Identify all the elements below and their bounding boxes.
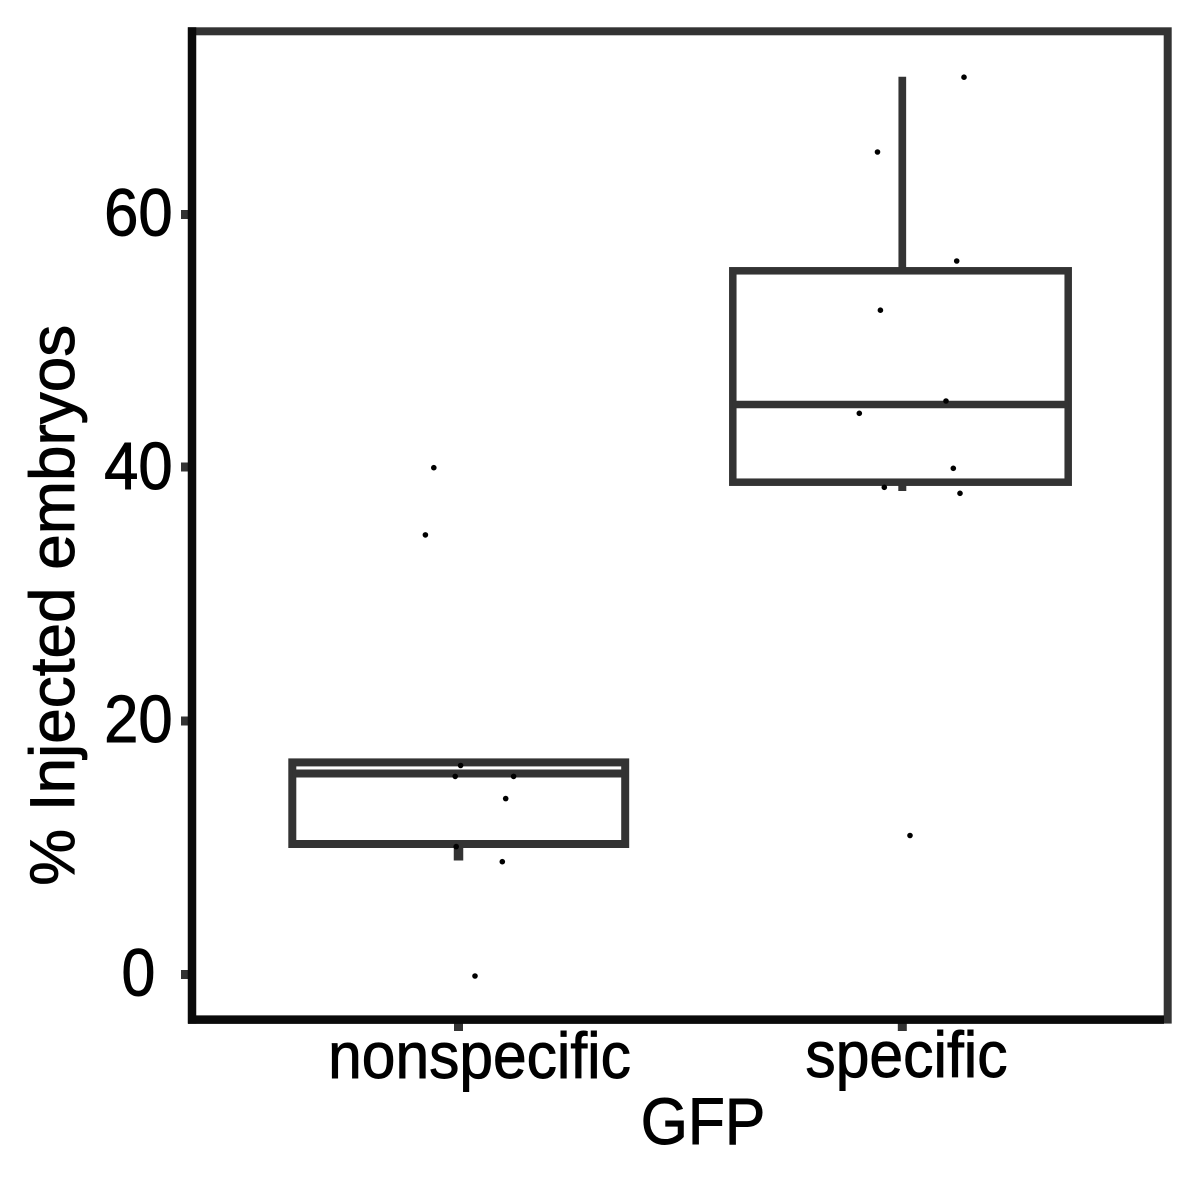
svg-text:% Injected embryos: % Injected embryos	[18, 325, 88, 886]
svg-text:20: 20	[104, 682, 173, 757]
svg-text:nonspecific: nonspecific	[328, 1020, 631, 1092]
svg-text:60: 60	[104, 176, 173, 251]
svg-text:specific: specific	[805, 1019, 1007, 1091]
svg-text:GFP: GFP	[641, 1085, 766, 1158]
svg-text:40: 40	[104, 429, 173, 504]
svg-text:0: 0	[122, 936, 156, 1011]
